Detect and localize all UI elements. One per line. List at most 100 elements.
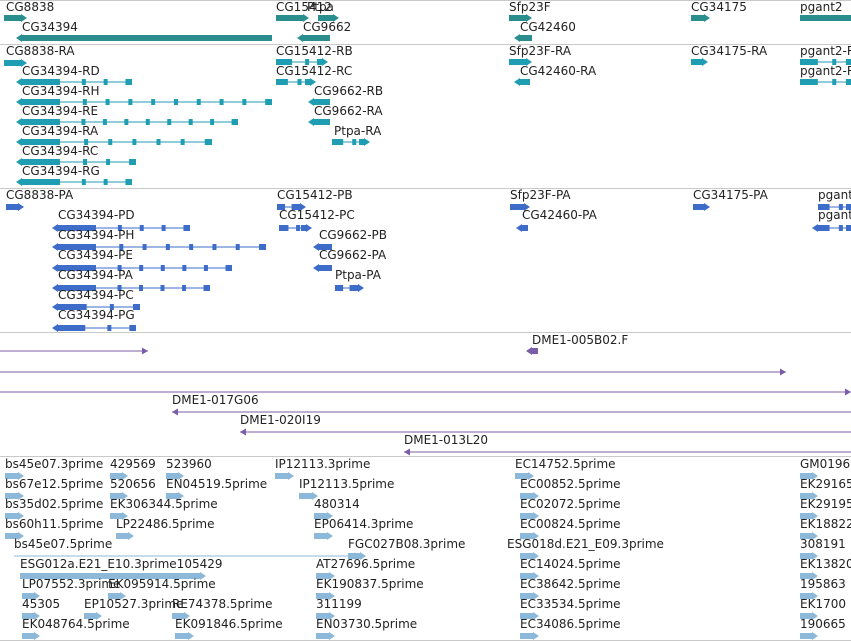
transcript-feature-glyph[interactable] (800, 78, 851, 86)
est-feature-glyph[interactable] (166, 472, 184, 480)
est-feature-glyph[interactable] (108, 592, 126, 600)
est-feature-glyph[interactable] (316, 572, 335, 580)
est-feature-glyph[interactable] (800, 552, 818, 560)
est-feature-glyph[interactable] (299, 492, 318, 500)
est-feature-glyph[interactable] (316, 612, 335, 620)
est-feature-glyph[interactable] (5, 532, 24, 540)
transcript-feature-glyph[interactable] (332, 138, 370, 146)
clone-feature-glyph[interactable] (0, 368, 786, 376)
est-feature-glyph[interactable] (166, 492, 184, 500)
protein-feature-label: CG8838-PA (6, 188, 74, 202)
est-feature-glyph[interactable] (5, 492, 24, 500)
transcript-feature-glyph[interactable] (276, 58, 328, 66)
est-feature-glyph[interactable] (800, 632, 818, 640)
est-feature-glyph[interactable] (175, 632, 194, 640)
protein-feature-glyph[interactable] (313, 264, 332, 272)
gene-feature-glyph[interactable] (16, 34, 272, 42)
protein-feature-glyph[interactable] (52, 224, 190, 232)
est-feature-glyph[interactable] (275, 472, 294, 480)
transcript-feature-glyph[interactable] (308, 98, 330, 106)
est-feature-glyph[interactable] (520, 572, 539, 580)
est-feature-glyph[interactable] (5, 512, 24, 520)
gene-feature-glyph[interactable] (297, 34, 330, 42)
gene-feature-glyph[interactable] (4, 14, 27, 22)
clone-feature-glyph[interactable] (404, 448, 851, 456)
gene-feature-glyph[interactable] (318, 14, 339, 22)
est-feature-glyph[interactable] (110, 472, 128, 480)
est-feature-glyph[interactable] (22, 632, 40, 640)
transcript-feature-glyph[interactable] (16, 158, 136, 166)
est-feature-glyph[interactable] (5, 472, 24, 480)
transcript-feature-glyph[interactable] (514, 78, 530, 86)
protein-feature-glyph[interactable] (52, 243, 266, 251)
protein-feature-glyph[interactable] (516, 224, 528, 232)
transcript-feature-glyph[interactable] (308, 118, 330, 126)
est-feature-glyph[interactable] (110, 512, 128, 520)
gene-feature-glyph[interactable] (514, 34, 532, 42)
gene-feature-glyph[interactable] (800, 14, 851, 22)
gene-feature-glyph[interactable] (509, 14, 532, 22)
clone-feature-glyph[interactable] (526, 347, 538, 355)
est-feature-glyph[interactable] (172, 612, 190, 620)
est-feature-glyph[interactable] (800, 592, 818, 600)
protein-feature-glyph[interactable] (693, 203, 710, 211)
est-feature-label: EK29165 (800, 477, 851, 491)
est-feature-glyph[interactable] (520, 532, 539, 540)
est-feature-glyph[interactable] (800, 532, 818, 540)
transcript-feature-glyph[interactable] (4, 59, 27, 67)
est-feature-glyph[interactable] (520, 512, 539, 520)
transcript-feature-glyph[interactable] (800, 58, 851, 66)
est-feature-glyph[interactable] (800, 572, 818, 580)
est-feature-glyph[interactable] (348, 552, 366, 560)
clone-feature-glyph[interactable] (0, 388, 851, 396)
protein-feature-glyph[interactable] (52, 264, 232, 272)
est-feature-glyph[interactable] (316, 592, 335, 600)
transcript-feature-glyph[interactable] (509, 58, 532, 66)
clone-feature-glyph[interactable] (172, 408, 851, 416)
clone-feature-glyph[interactable] (0, 347, 148, 355)
transcript-feature-glyph[interactable] (16, 178, 132, 186)
protein-feature-glyph[interactable] (52, 303, 140, 311)
protein-feature-glyph[interactable] (818, 203, 851, 211)
est-feature-glyph[interactable] (520, 632, 539, 640)
est-feature-glyph[interactable] (520, 612, 539, 620)
est-feature-glyph[interactable] (314, 512, 333, 520)
est-feature-glyph[interactable] (800, 472, 818, 480)
est-feature-glyph[interactable] (116, 532, 134, 540)
protein-feature-glyph[interactable] (6, 203, 24, 211)
transcript-feature-glyph[interactable] (691, 58, 708, 66)
est-feature-glyph[interactable] (520, 592, 539, 600)
gene-feature-glyph[interactable] (276, 14, 309, 22)
est-feature-glyph[interactable] (20, 572, 206, 580)
transcript-feature-glyph[interactable] (276, 78, 316, 86)
protein-feature-glyph[interactable] (335, 284, 364, 292)
transcript-feature-glyph[interactable] (16, 78, 132, 86)
est-feature-glyph[interactable] (22, 612, 40, 620)
transcript-feature-glyph[interactable] (16, 98, 272, 106)
est-feature-glyph[interactable] (314, 532, 333, 540)
protein-feature-glyph[interactable] (313, 243, 332, 251)
protein-feature-glyph[interactable] (52, 284, 210, 292)
transcript-feature-glyph[interactable] (16, 138, 212, 146)
protein-feature-label: CG34394-PC (58, 288, 134, 302)
transcript-feature-glyph[interactable] (16, 118, 238, 126)
protein-feature-glyph[interactable] (279, 224, 312, 232)
est-feature-glyph[interactable] (800, 492, 818, 500)
protein-feature-glyph[interactable] (52, 324, 136, 332)
est-feature-glyph[interactable] (515, 472, 534, 480)
est-feature-glyph[interactable] (800, 512, 818, 520)
est-feature-glyph[interactable] (316, 632, 335, 640)
protein-feature-glyph[interactable] (277, 203, 306, 211)
protein-feature-glyph[interactable] (812, 224, 851, 232)
est-feature-glyph[interactable] (520, 492, 539, 500)
est-feature-glyph[interactable] (800, 612, 818, 620)
est-feature-glyph[interactable] (22, 592, 40, 600)
transcript-feature-label: CG34394-RG (22, 164, 100, 178)
est-feature-glyph[interactable] (110, 492, 128, 500)
protein-feature-glyph[interactable] (510, 203, 530, 211)
est-feature-glyph[interactable] (520, 552, 539, 560)
gene-feature-glyph[interactable] (691, 14, 710, 22)
est-feature-glyph[interactable] (84, 612, 102, 620)
clone-feature-glyph[interactable] (240, 428, 851, 436)
